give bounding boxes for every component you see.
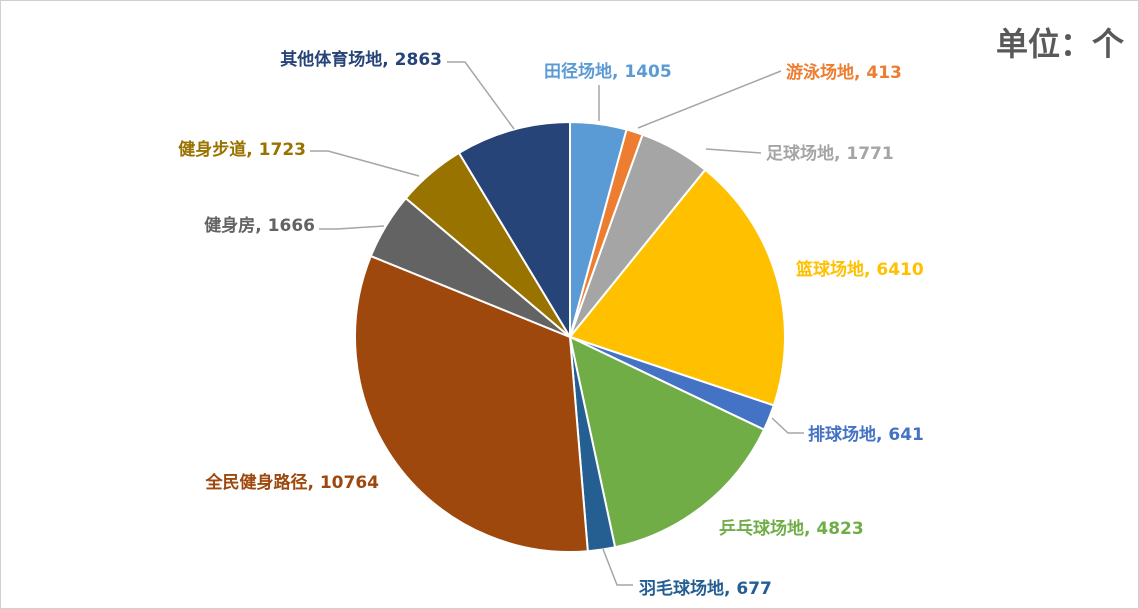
pie-slice-10: [457, 120, 571, 341]
leader-line-8: [319, 225, 385, 230]
leader-line-10: [447, 61, 515, 130]
pie-slice-7: [354, 254, 589, 553]
slice-label-1: 游泳场地, 413: [786, 62, 902, 83]
slice-label-5: 乒乓球场地, 4823: [719, 518, 864, 539]
slice-label-3: 篮球场地, 6410: [795, 259, 924, 280]
leader-lines: [310, 61, 804, 586]
slice-label-0: 田径场地, 1405: [544, 61, 672, 82]
unit-label: 单位：个: [995, 25, 1124, 63]
slice-label-6: 羽毛球场地, 677: [639, 578, 772, 599]
slice-label-9: 健身步道, 1723: [178, 139, 306, 160]
pie-slices: [354, 120, 786, 553]
leader-line-1: [637, 70, 782, 129]
leader-line-6: [602, 548, 633, 586]
pie-slice-5: [568, 335, 766, 549]
slice-label-7: 全民健身路径, 10764: [204, 472, 379, 493]
slice-label-4: 排球场地, 641: [808, 424, 924, 445]
leader-line-2: [705, 148, 762, 154]
pie-slice-3: [568, 168, 786, 407]
slice-label-8: 健身房, 1666: [204, 215, 315, 236]
leader-line-4: [771, 417, 804, 434]
slice-label-10: 其他体育场地, 2863: [280, 49, 442, 70]
leader-line-9: [310, 150, 420, 177]
data-labels: 田径场地, 1405 游泳场地, 413 足球场地, 1771 篮球场地, 6410 排…: [178, 49, 924, 599]
slice-label-2: 足球场地, 1771: [766, 143, 894, 164]
